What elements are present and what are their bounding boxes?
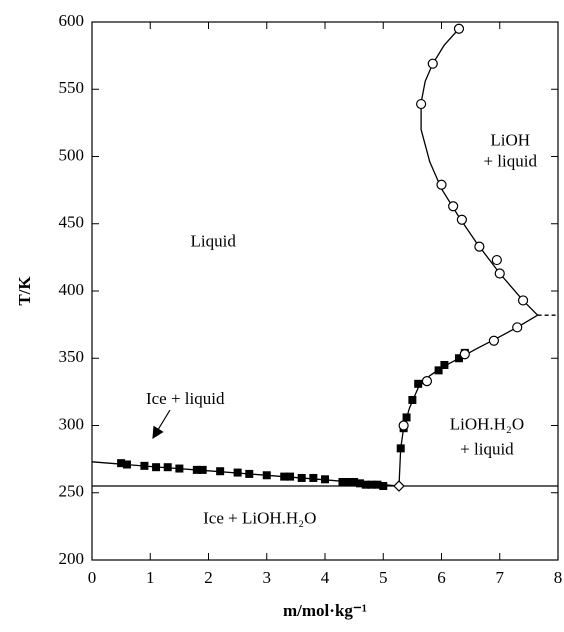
circle-point bbox=[398, 420, 409, 431]
diamond-point bbox=[393, 480, 405, 492]
annotation: + liquid bbox=[460, 439, 514, 458]
y-tick-label: 250 bbox=[59, 482, 85, 501]
annotation: LiOH.H₂O bbox=[450, 414, 524, 433]
square-point bbox=[344, 477, 353, 486]
annotation: Ice + LiOH.H₂O bbox=[203, 509, 316, 528]
y-tick-label: 550 bbox=[59, 78, 85, 97]
square-point bbox=[122, 460, 131, 469]
y-tick-label: 350 bbox=[59, 347, 85, 366]
x-tick-label: 5 bbox=[379, 568, 388, 587]
square-point bbox=[262, 471, 271, 480]
square-point bbox=[367, 480, 376, 489]
circle-point bbox=[491, 254, 502, 266]
square-point bbox=[216, 467, 225, 476]
y-tick-label: 400 bbox=[59, 280, 85, 299]
circle-point bbox=[421, 376, 433, 387]
square-point bbox=[163, 463, 172, 472]
x-tick-label: 2 bbox=[204, 568, 213, 587]
annotation: Ice + liquid bbox=[146, 389, 225, 408]
square-point bbox=[434, 366, 443, 375]
y-tick-label: 500 bbox=[59, 145, 85, 164]
square-point bbox=[355, 479, 364, 488]
square-point bbox=[192, 465, 201, 474]
square-point bbox=[440, 360, 449, 369]
annotation: Liquid bbox=[190, 231, 236, 250]
x-tick-label: 1 bbox=[146, 568, 155, 587]
y-tick-label: 600 bbox=[59, 11, 85, 30]
square-point bbox=[175, 464, 184, 473]
circle-point bbox=[453, 23, 465, 34]
square-point bbox=[152, 463, 161, 472]
square-point bbox=[280, 472, 289, 481]
circle-point bbox=[494, 268, 505, 279]
x-tick-label: 8 bbox=[554, 568, 563, 587]
circle-point bbox=[517, 295, 529, 306]
square-point bbox=[350, 477, 359, 486]
annotation: LiOH bbox=[490, 131, 530, 150]
arrow bbox=[152, 409, 171, 440]
circle-point bbox=[427, 58, 438, 69]
square-point bbox=[245, 469, 254, 478]
square-point bbox=[198, 465, 207, 474]
square-point bbox=[117, 459, 126, 468]
y-tick-label: 450 bbox=[59, 213, 85, 232]
x-tick-label: 0 bbox=[88, 568, 97, 587]
square-point bbox=[338, 477, 347, 486]
square-point bbox=[309, 473, 318, 482]
circle-point bbox=[456, 214, 467, 225]
square-point bbox=[379, 482, 388, 491]
square-point bbox=[396, 444, 405, 453]
y-tick-label: 200 bbox=[59, 549, 85, 568]
circle-point bbox=[474, 241, 485, 252]
square-point bbox=[454, 354, 463, 363]
square-point bbox=[286, 472, 295, 481]
square-point bbox=[361, 480, 370, 489]
square-point bbox=[321, 475, 329, 484]
y-axis-label: T/K bbox=[15, 276, 34, 306]
square-point bbox=[373, 480, 382, 489]
annotation: + liquid bbox=[483, 152, 537, 171]
circle-point bbox=[448, 201, 459, 212]
x-axis-label: m/mol·kg⁻¹ bbox=[283, 601, 367, 620]
circle-point bbox=[436, 179, 447, 190]
circle-point bbox=[512, 322, 523, 333]
y-tick-label: 300 bbox=[59, 414, 85, 433]
square-point bbox=[408, 395, 417, 404]
square-point bbox=[297, 473, 306, 482]
x-tick-label: 3 bbox=[263, 568, 272, 587]
square-point bbox=[233, 468, 242, 477]
x-tick-label: 6 bbox=[437, 568, 446, 587]
circle-point bbox=[488, 335, 500, 346]
square-point bbox=[414, 379, 423, 388]
circle-point bbox=[459, 349, 470, 360]
x-tick-label: 4 bbox=[321, 568, 330, 587]
circle-point bbox=[416, 98, 427, 110]
square-point bbox=[140, 461, 149, 470]
x-tick-label: 7 bbox=[496, 568, 505, 587]
square-point bbox=[402, 413, 411, 422]
